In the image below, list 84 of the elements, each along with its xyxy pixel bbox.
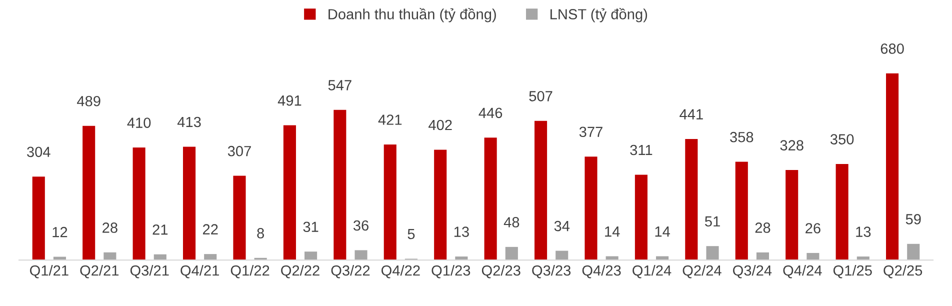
data-label: 421 <box>378 114 402 125</box>
bar <box>735 162 748 260</box>
data-label: 680 <box>880 44 904 54</box>
bar <box>334 110 346 260</box>
data-label: 21 <box>152 224 168 235</box>
bar <box>685 139 698 260</box>
legend-label: Doanh thu thuần (tỷ đồng) <box>328 8 496 22</box>
x-tick-label: Q1/23 <box>432 264 470 278</box>
x-tick-label: Q4/21 <box>180 264 219 278</box>
bar <box>384 144 396 260</box>
data-label: 491 <box>278 95 302 106</box>
x-tick-label: Q2/25 <box>884 264 922 278</box>
bar <box>354 250 368 260</box>
x-tick-label: Q2/24 <box>682 264 722 278</box>
data-label: 350 <box>830 134 854 144</box>
bar <box>556 250 568 260</box>
data-label: 31 <box>303 222 318 232</box>
x-tick-label: Q3/21 <box>130 264 169 278</box>
data-label: 14 <box>605 226 620 237</box>
bar <box>534 120 548 260</box>
data-label: 547 <box>328 80 352 90</box>
bar <box>806 252 820 260</box>
bar <box>32 176 45 260</box>
data-label: 34 <box>554 220 570 232</box>
bar <box>634 174 648 260</box>
bar <box>706 246 719 260</box>
data-label: 26 <box>806 223 820 234</box>
data-label: 304 <box>27 146 50 158</box>
data-label: 14 <box>655 226 670 237</box>
x-tick-label: Q1/25 <box>833 264 872 278</box>
bar <box>886 73 899 260</box>
data-label: 307 <box>228 146 251 156</box>
data-label: 377 <box>579 126 602 138</box>
data-label: 13 <box>454 226 469 237</box>
data-label: 12 <box>52 226 68 238</box>
bar <box>836 164 848 260</box>
data-label: 441 <box>680 109 703 120</box>
x-tick-label: Q3/22 <box>331 264 370 278</box>
data-label: 28 <box>102 222 118 233</box>
x-tick-label: Q2/21 <box>80 264 119 278</box>
bar <box>304 252 318 260</box>
data-label: 28 <box>755 222 770 233</box>
bar <box>907 244 920 260</box>
data-label: 311 <box>630 144 652 156</box>
data-label: 413 <box>177 116 201 128</box>
data-label: 8 <box>257 228 264 238</box>
bar <box>434 150 447 260</box>
data-label: 507 <box>529 91 552 102</box>
data-label: 48 <box>504 217 520 228</box>
x-tick-label: Q1/24 <box>632 264 672 278</box>
x-tick-label: Q3/24 <box>733 264 772 278</box>
data-label: 51 <box>704 216 720 227</box>
bar <box>104 252 116 260</box>
bar <box>132 148 146 260</box>
bar <box>584 156 598 260</box>
bar <box>233 176 246 260</box>
legend-label: LNST (tỷ đồng) <box>550 8 648 22</box>
data-label: 402 <box>428 120 452 130</box>
bar <box>283 125 296 260</box>
x-tick-label: Q1/22 <box>230 264 270 278</box>
data-label: 328 <box>780 140 804 150</box>
data-label: 489 <box>77 96 100 106</box>
bar <box>756 252 770 260</box>
data-label: 22 <box>202 224 218 234</box>
data-label: 410 <box>127 118 151 128</box>
x-tick-label: Q4/22 <box>382 264 420 278</box>
data-label: 13 <box>856 226 871 237</box>
data-label: 59 <box>906 214 921 224</box>
bar <box>505 246 518 260</box>
x-tick-label: Q2/23 <box>482 264 520 278</box>
data-label: 358 <box>730 132 754 142</box>
x-tick-label: Q3/23 <box>532 264 571 278</box>
x-tick-label: Q2/22 <box>281 264 320 278</box>
x-tick-label: Q4/24 <box>783 264 822 278</box>
x-tick-label: Q1/21 <box>30 264 68 278</box>
bar <box>484 138 497 260</box>
bar <box>786 170 798 260</box>
bar <box>204 254 217 260</box>
x-tick-label: Q4/23 <box>582 264 621 278</box>
data-label: 446 <box>478 108 502 118</box>
bar <box>82 126 96 260</box>
data-label: 5 <box>408 229 415 240</box>
data-label: 36 <box>353 220 368 231</box>
bar <box>182 146 196 260</box>
